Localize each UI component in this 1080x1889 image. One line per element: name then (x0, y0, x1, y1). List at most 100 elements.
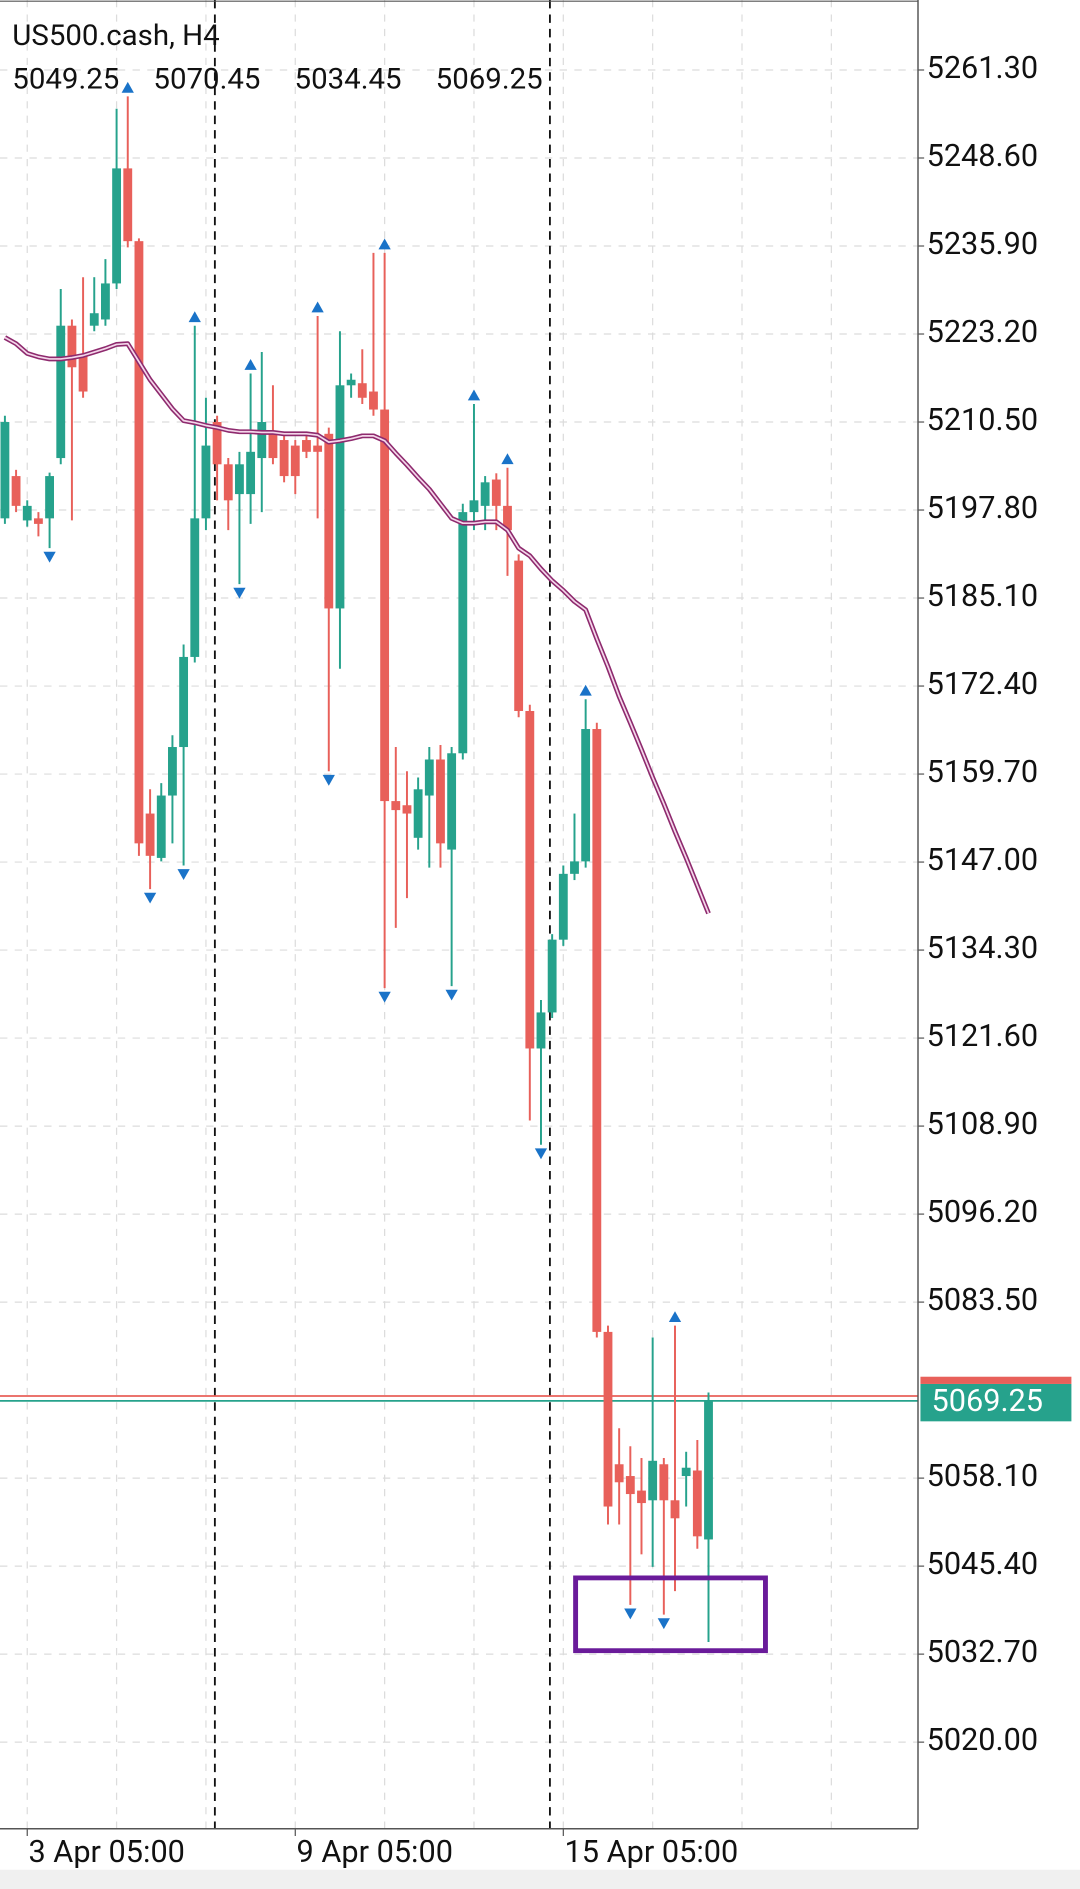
candle-body (614, 1464, 624, 1483)
candle-body (558, 873, 568, 940)
fractal-up (311, 301, 324, 313)
candle-body (514, 560, 524, 711)
candle-body (56, 325, 66, 459)
bid-label-box (920, 1383, 1072, 1422)
bottom-bar (0, 1869, 1080, 1889)
fractal-down (657, 1618, 670, 1630)
fractal-up (188, 311, 201, 323)
candle-body (134, 241, 144, 844)
candle-body (436, 759, 445, 844)
candle-body (324, 433, 334, 609)
candle-body (22, 505, 32, 521)
candle-body (357, 383, 367, 398)
ma-line-inner (4, 336, 710, 914)
candle-body (335, 385, 345, 609)
y-tick-label: 5020.00 (927, 1723, 1039, 1758)
plot (0, 81, 918, 1654)
y-tick-label: 5210.50 (927, 403, 1039, 438)
fractal-up (244, 359, 257, 370)
y-tick-label: 5058.10 (927, 1459, 1039, 1494)
candle-body (681, 1467, 691, 1477)
fractal-down (233, 587, 246, 599)
y-tick-label: 5261.30 (927, 51, 1039, 86)
candle-body (179, 656, 189, 748)
candle-body (190, 518, 200, 657)
candle-body (235, 464, 244, 495)
candle-body (670, 1500, 680, 1519)
header-open: 5049.25 (12, 63, 119, 97)
y-tick-label: 5032.70 (927, 1635, 1039, 1670)
candle-body (447, 753, 457, 850)
candle-body (279, 440, 289, 477)
candle-body (625, 1476, 635, 1495)
candle-body (33, 518, 43, 524)
candle-body (402, 805, 412, 814)
candle-body (78, 355, 88, 392)
fractal-up (121, 81, 134, 93)
candle-body (67, 325, 77, 368)
y-tick-label: 5248.60 (927, 139, 1039, 174)
ask-marker (920, 1376, 1072, 1384)
candle-body (592, 729, 602, 1332)
candle-body (101, 283, 110, 320)
candle-body (570, 861, 579, 874)
candle-body (469, 500, 479, 513)
y-tick-label: 5197.80 (927, 491, 1039, 526)
candle-body (45, 476, 54, 519)
header-low: 5034.45 (295, 63, 402, 97)
candle-body (268, 433, 278, 459)
x-tick-label: 15 Apr 05:00 (565, 1835, 739, 1870)
x-tick-label: 3 Apr 05:00 (28, 1835, 184, 1870)
fractal-down (378, 991, 391, 1003)
candle-body (89, 313, 99, 326)
candle-body (458, 512, 468, 754)
candle-body (503, 505, 512, 531)
fractal-down (143, 892, 157, 904)
candle-body (581, 729, 591, 862)
y-tick-label: 5108.90 (927, 1107, 1039, 1142)
axes: 5020.00 5032.70 5045.40 5058.10 5083.50 5096.… (26, 51, 1072, 1870)
chart-title: US500.cash, H4 (12, 19, 219, 53)
y-tick-label: 5096.20 (927, 1195, 1039, 1230)
fractal-up (467, 389, 481, 401)
candle-body (246, 451, 256, 495)
annotation-box (573, 1575, 768, 1654)
bid-label: 5069.25 (932, 1384, 1044, 1419)
candle-body (480, 482, 490, 506)
candle-body (0, 422, 10, 519)
candle-body (346, 379, 356, 386)
candle-body (11, 476, 21, 506)
candle-body (424, 759, 434, 796)
fractal-down (534, 1148, 548, 1160)
candle-body (212, 422, 222, 465)
y-tick-label: 5147.00 (927, 843, 1039, 878)
candle-body (659, 1464, 669, 1501)
candle-body (145, 813, 155, 856)
fractal-down (43, 551, 56, 563)
candle-body (603, 1331, 613, 1507)
candle-body (692, 1470, 702, 1537)
candle-body (201, 445, 211, 519)
fractal-up (501, 453, 514, 465)
y-tick-label: 5172.40 (927, 667, 1039, 702)
candle-body (156, 795, 166, 858)
y-tick-label: 5083.50 (927, 1283, 1039, 1318)
candle-body (536, 1012, 546, 1049)
y-tick-label: 5223.20 (927, 315, 1039, 350)
header-high: 5070.45 (153, 63, 260, 97)
fractal-up (378, 238, 391, 250)
candle-body (302, 440, 311, 452)
fractal-down (445, 989, 458, 1001)
candle-body (525, 710, 535, 1049)
grid (0, 0, 918, 1829)
candle-body (257, 422, 267, 459)
candle-body (413, 789, 423, 838)
candle-body (547, 939, 557, 1013)
x-tick-label: 9 Apr 05:00 (297, 1835, 453, 1870)
candle-body (168, 747, 177, 796)
fractal-down (322, 774, 335, 786)
candle-body (290, 445, 300, 477)
candle-body (704, 1400, 713, 1540)
